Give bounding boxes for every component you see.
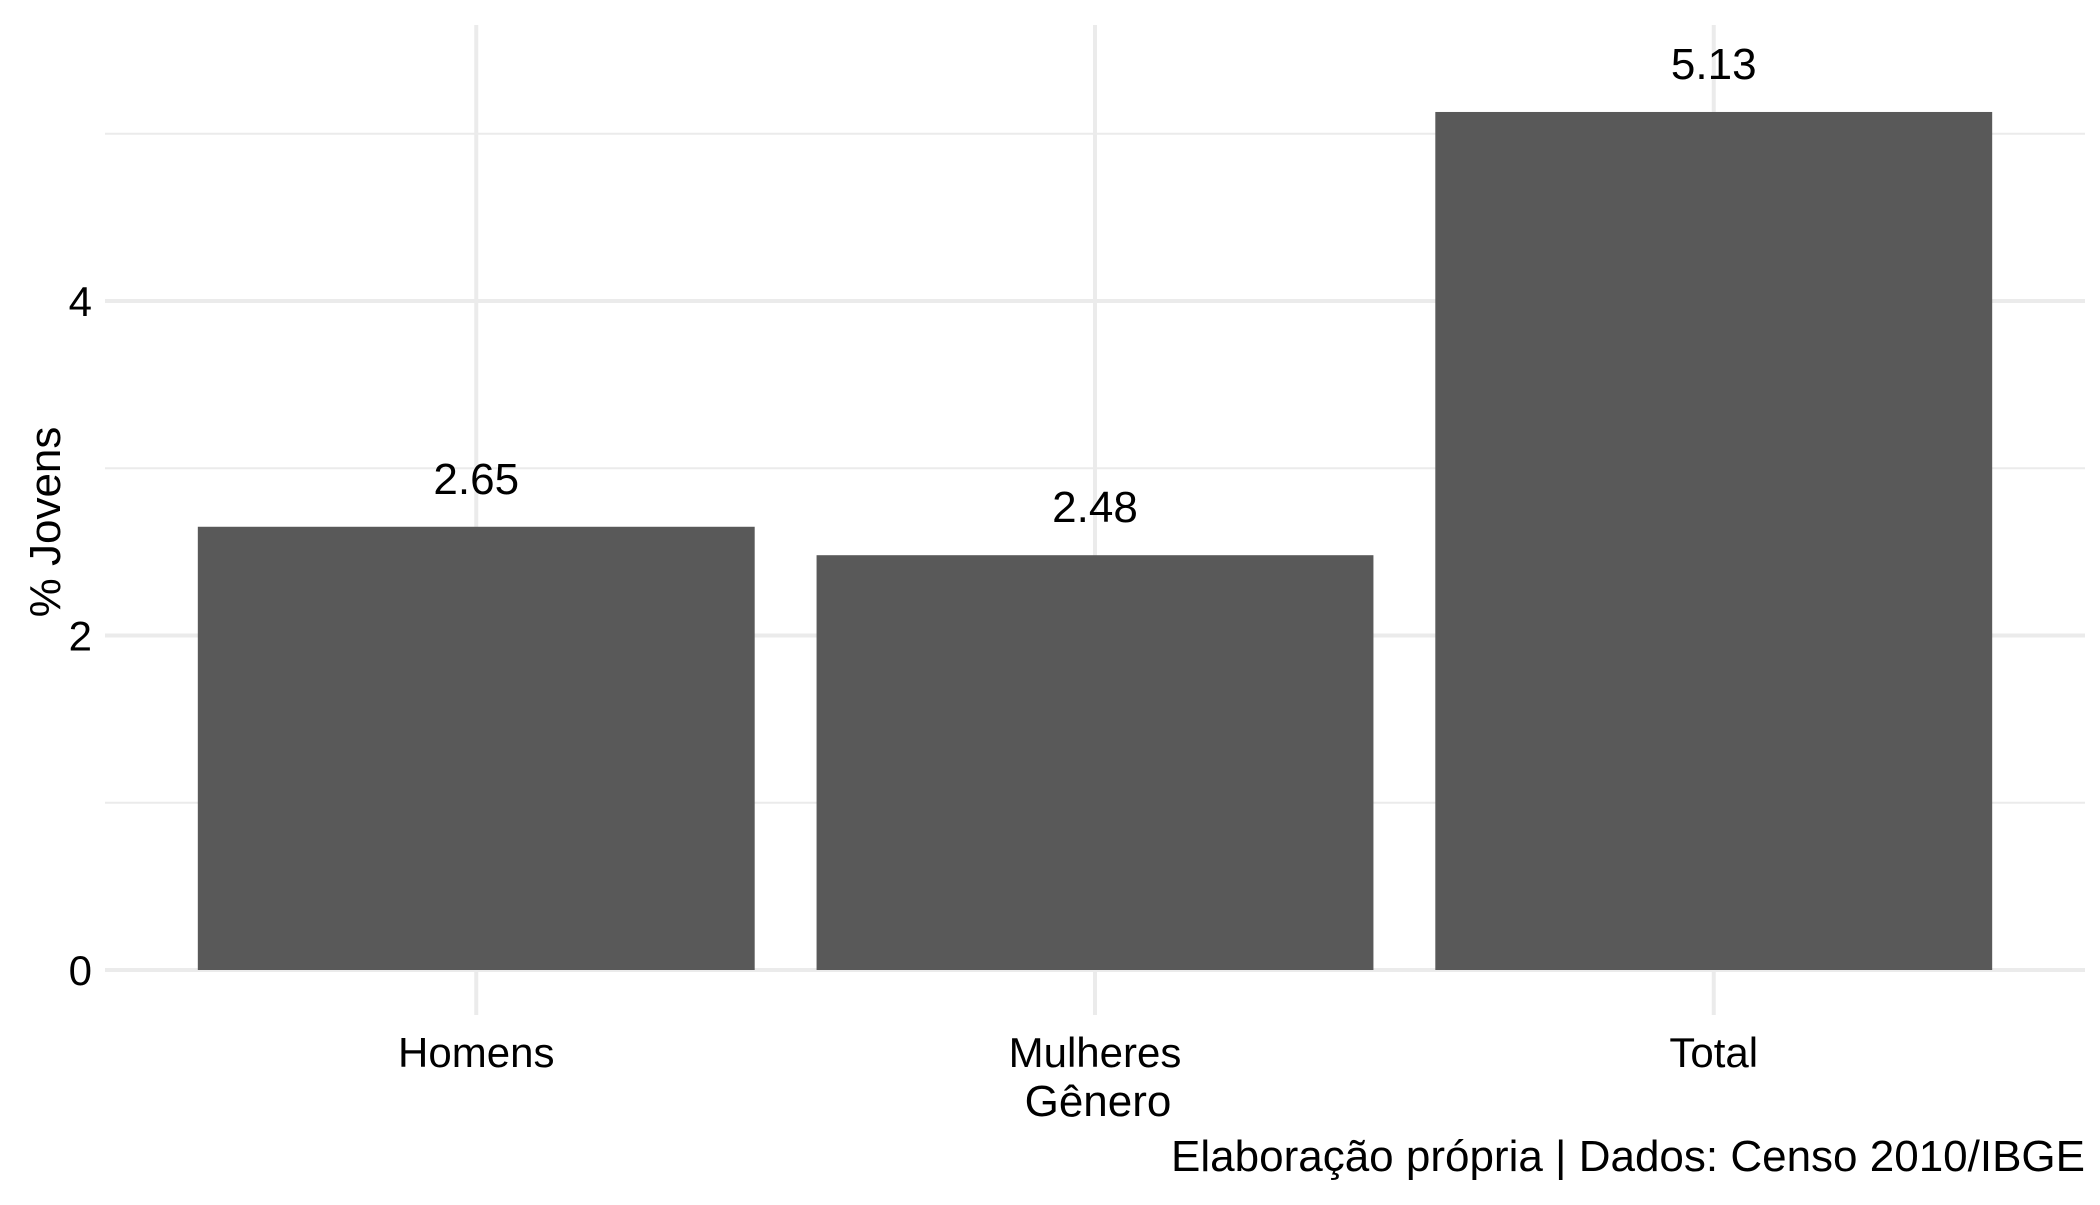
x-axis-tick-labels: Homens Mulheres Total bbox=[398, 1029, 1758, 1076]
chart-caption: Elaboração própria | Dados: Censo 2010/I… bbox=[1171, 1132, 2085, 1181]
x-tick-label-mulheres: Mulheres bbox=[1009, 1029, 1182, 1076]
data-label-homens: 2.65 bbox=[433, 455, 519, 504]
data-labels: 2.65 2.48 5.13 bbox=[433, 40, 1756, 532]
y-tick-label: 2 bbox=[69, 612, 92, 659]
x-tick-label-total: Total bbox=[1669, 1029, 1758, 1076]
y-axis-tick-labels: 0 2 4 bbox=[69, 278, 92, 994]
x-axis-title: Gênero bbox=[1025, 1077, 1172, 1126]
y-tick-label: 0 bbox=[69, 947, 92, 994]
bar-total bbox=[1435, 111, 1993, 970]
bar-homens bbox=[197, 526, 755, 970]
y-tick-label: 4 bbox=[69, 278, 92, 325]
x-tick-label-homens: Homens bbox=[398, 1029, 554, 1076]
data-label-mulheres: 2.48 bbox=[1052, 483, 1138, 532]
bars bbox=[197, 111, 1993, 970]
data-label-total: 5.13 bbox=[1671, 40, 1757, 89]
bar-mulheres bbox=[816, 555, 1374, 970]
y-axis-title: % Jovens bbox=[21, 427, 70, 618]
